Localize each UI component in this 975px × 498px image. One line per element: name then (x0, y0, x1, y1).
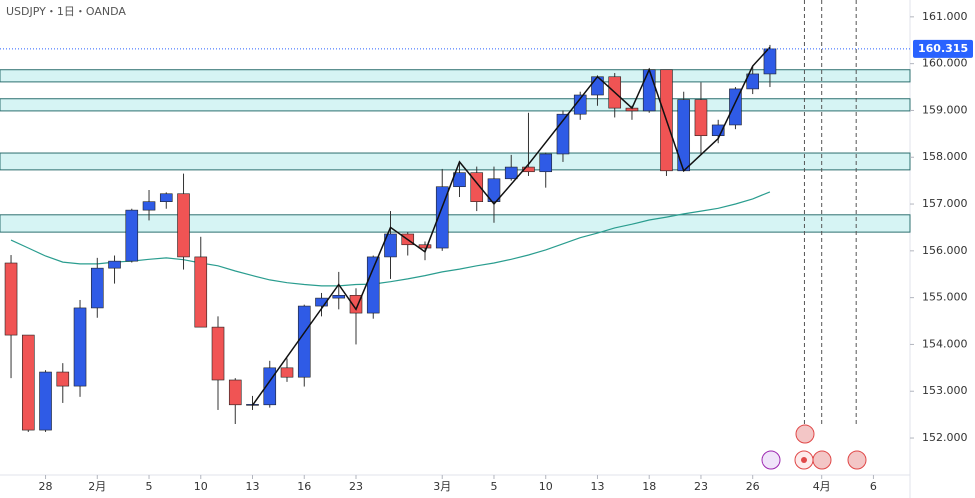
candle-body (280, 367, 294, 378)
zigzag (251, 46, 771, 406)
x-tick-label: 10 (194, 480, 208, 493)
x-tick-label: 28 (39, 480, 53, 493)
candle-body (177, 193, 190, 258)
y-tick-label: 160.000 (922, 57, 968, 70)
chart-title: USDJPY・1日・OANDA (6, 5, 126, 18)
candle-body (194, 256, 208, 328)
x-tick-label: 6 (870, 480, 877, 493)
candle-body (504, 166, 518, 180)
y-tick-label: 155.000 (922, 291, 968, 304)
y-tick-label: 158.000 (922, 150, 968, 163)
candle-body (21, 334, 35, 431)
x-tick-label: 13 (590, 480, 604, 493)
candle-body (125, 209, 139, 262)
candle-body (763, 48, 777, 75)
x-tick-label: 16 (297, 480, 311, 493)
candle-body (4, 262, 18, 336)
candle-body (142, 201, 156, 211)
candle-body (56, 371, 70, 387)
candle-body (211, 326, 225, 381)
candle-body (349, 294, 363, 314)
candle-body (435, 186, 449, 249)
candle-body (711, 124, 725, 137)
x-tick-label: 4月 (813, 480, 831, 493)
candle-body (573, 94, 587, 115)
last-price-box (913, 39, 973, 58)
event-icon[interactable] (812, 450, 832, 470)
candle-body (642, 69, 656, 112)
event-icon-dot (801, 457, 807, 463)
y-tick-label: 152.000 (922, 431, 968, 444)
y-tick-label: 153.000 (922, 384, 968, 397)
candle-body (90, 267, 104, 309)
candle-body (694, 99, 708, 137)
x-tick-label: 13 (246, 480, 260, 493)
candle-body (332, 294, 346, 299)
candle-body (384, 233, 397, 258)
y-tick-label: 159.000 (922, 103, 968, 116)
candle-body (366, 256, 380, 314)
candle-body (73, 307, 87, 387)
y-tick-label: 154.000 (922, 337, 968, 350)
candle-body (418, 244, 432, 249)
event-icon[interactable] (795, 424, 815, 444)
x-tick-label: 18 (642, 480, 656, 493)
candle-body (297, 305, 311, 378)
x-tick-label: 5 (146, 480, 153, 493)
event-icon[interactable] (847, 450, 867, 470)
x-tick-label: 23 (694, 480, 708, 493)
candle-body (539, 153, 553, 173)
zone (0, 69, 911, 83)
x-tick-label: 5 (490, 480, 497, 493)
y-tick-label: 161.000 (922, 10, 968, 23)
x-tick-label: 23 (349, 480, 363, 493)
event-icon[interactable] (761, 450, 781, 470)
zone (0, 152, 911, 171)
candle-body (487, 178, 501, 202)
x-tick-label: 26 (746, 480, 760, 493)
candle-body (453, 172, 466, 188)
candle-body (746, 73, 759, 90)
candle-body (159, 193, 173, 202)
x-tick-label: 10 (539, 480, 553, 493)
last-price-label: 160.315 (918, 42, 968, 55)
event-icons (761, 424, 867, 470)
zone (0, 214, 911, 233)
y-tick-label: 157.000 (922, 197, 968, 210)
candle-body (39, 371, 52, 431)
candle-body (108, 260, 121, 269)
candle-body (729, 88, 742, 126)
y-tick-label: 156.000 (922, 244, 968, 257)
x-tick-label: 3月 (433, 480, 451, 493)
x-tick-label: 2月 (88, 480, 106, 493)
candle-body (315, 297, 328, 307)
plot-area (0, 0, 911, 432)
zone (0, 98, 911, 112)
candle-body (228, 379, 242, 406)
candle-body (522, 166, 535, 173)
